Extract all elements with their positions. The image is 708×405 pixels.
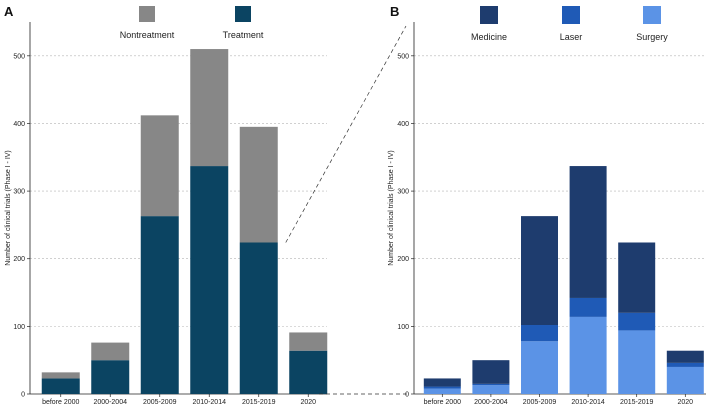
panel-b-bar-medicine-before-2000: [423, 378, 461, 387]
panel-a-xtick-label-2015-2019: 2015-2019: [242, 399, 276, 405]
panel-b-ytick-label-200: 200: [397, 256, 409, 263]
panel-b-bar-surgery-2015-2019: [618, 330, 656, 394]
panel-b-bar-medicine-2015-2019: [618, 242, 656, 313]
panel-b-ytick-label-100: 100: [397, 324, 409, 331]
panel-b-legend-label-surgery: Surgery: [636, 32, 668, 42]
panel-b-xtick-label-before-2000: before 2000: [424, 399, 461, 405]
chart-b: 0 100 200 300 400 500 Number of clinical trial…: [388, 6, 706, 405]
panel-a-bar-nontreatment-2020: [289, 332, 328, 351]
panel-b-xtick-label-2015-2019: 2015-2019: [620, 399, 654, 405]
panel-b-bar-laser-before-2000: [423, 386, 461, 389]
panel-b-xtick-label-2000-2004: 2000-2004: [474, 399, 508, 405]
panel-b-xtick-label-2020: 2020: [678, 399, 694, 405]
panel-b-xtick-label-2010-2014: 2010-2014: [571, 399, 605, 405]
panel-a-bar-treatment-before-2000: [41, 378, 80, 394]
panel-b-ytick-label-400: 400: [397, 121, 409, 128]
panel-a-legend-label-treatment: Treatment: [223, 30, 264, 40]
panel-b-legend-swatch-medicine: [480, 6, 498, 24]
panel-b-bar-laser-2000-2004: [472, 383, 510, 386]
panel-b-bar-medicine-2020: [666, 350, 704, 363]
panel-b-bar-surgery-before-2000: [423, 388, 461, 394]
panel-a-xtick-label-2010-2014: 2010-2014: [193, 399, 227, 405]
panel-a-bar-treatment-2005-2009: [140, 216, 179, 394]
panel-a-bar-treatment-2015-2019: [239, 242, 278, 394]
panel-a-bar-treatment-2010-2014: [190, 166, 229, 394]
panel-b-legend-label-laser: Laser: [560, 32, 583, 42]
panel-a-bar-treatment-2000-2004: [91, 360, 130, 394]
panel-letter-a: A: [4, 4, 14, 19]
panel-a-bar-nontreatment-2015-2019: [239, 126, 278, 243]
panel-b-xtick-label-2005-2009: 2005-2009: [523, 399, 557, 405]
panel-a-bar-nontreatment-before-2000: [41, 372, 80, 379]
panel-b-bar-surgery-2020: [666, 366, 704, 394]
panel-a-ytick-label-300: 300: [13, 189, 25, 196]
panel-b-bar-medicine-2010-2014: [569, 166, 607, 298]
panel-b-bar-surgery-2010-2014: [569, 316, 607, 394]
panel-a-ytick-label-100: 100: [13, 324, 25, 331]
panel-a-ytick-label-200: 200: [13, 256, 25, 263]
panel-b-legend-swatch-surgery: [643, 6, 661, 24]
panel-letter-b: B: [390, 4, 399, 19]
panel-b-ytick-label-300: 300: [397, 189, 409, 196]
panel-b-bar-medicine-2000-2004: [472, 360, 510, 384]
panel-a-xtick-label-2020: 2020: [300, 399, 316, 405]
panel-b-bar-laser-2010-2014: [569, 297, 607, 317]
panel-b-ytick-label-500: 500: [397, 53, 409, 60]
panel-a-ytick-label-500: 500: [13, 53, 25, 60]
panel-a-legend-label-nontreatment: Nontreatment: [120, 30, 175, 40]
panel-a-legend-swatch-nontreatment: [139, 6, 155, 22]
panel-b-bar-laser-2020: [666, 362, 704, 367]
panel-a-legend-swatch-treatment: [235, 6, 251, 22]
panel-a-xtick-label-before-2000: before 2000: [42, 399, 79, 405]
panel-a-bar-nontreatment-2005-2009: [140, 115, 179, 217]
panel-a-bar-treatment-2020: [289, 350, 328, 394]
panel-b-bar-surgery-2000-2004: [472, 385, 510, 394]
panel-a-y-axis-label: Number of clinical trials (Phase I - IV): [5, 150, 12, 266]
panel-b-bar-surgery-2005-2009: [521, 341, 558, 394]
panel-a-ytick-label-400: 400: [13, 121, 25, 128]
zoom-connector-top: [285, 25, 407, 243]
chart-a: 0 100 200 300 400 500 Number of clinical trial…: [5, 6, 328, 405]
panel-a-xtick-label-2000-2004: 2000-2004: [94, 399, 128, 405]
panel-a-bar-nontreatment-2010-2014: [190, 49, 229, 167]
panel-b-legend-label-medicine: Medicine: [471, 32, 507, 42]
panel-b-bar-laser-2005-2009: [521, 325, 558, 342]
panel-a-ytick-label-0: 0: [21, 392, 25, 399]
panel-b-bar-medicine-2005-2009: [521, 216, 558, 326]
panel-a-bar-nontreatment-2000-2004: [91, 342, 130, 361]
panel-b-ytick-label-0: 0: [405, 392, 409, 399]
panel-a-xtick-label-2005-2009: 2005-2009: [143, 399, 177, 405]
panel-b-bar-laser-2015-2019: [618, 312, 656, 331]
panel-b-y-axis-label: Number of clinical trials (Phase I - IV): [388, 150, 395, 266]
panel-b-legend-swatch-laser: [562, 6, 580, 24]
